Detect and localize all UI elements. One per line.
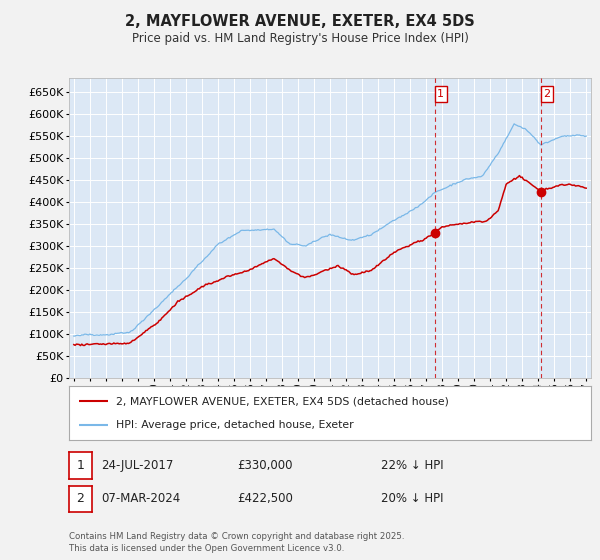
Text: £422,500: £422,500 (237, 492, 293, 506)
Text: 20% ↓ HPI: 20% ↓ HPI (381, 492, 443, 506)
Text: Price paid vs. HM Land Registry's House Price Index (HPI): Price paid vs. HM Land Registry's House … (131, 32, 469, 45)
Text: 1: 1 (76, 459, 85, 472)
Text: £330,000: £330,000 (237, 459, 293, 472)
Text: 2: 2 (544, 89, 551, 99)
Text: 2, MAYFLOWER AVENUE, EXETER, EX4 5DS (detached house): 2, MAYFLOWER AVENUE, EXETER, EX4 5DS (de… (116, 396, 449, 407)
Text: 2: 2 (76, 492, 85, 506)
Text: 2, MAYFLOWER AVENUE, EXETER, EX4 5DS: 2, MAYFLOWER AVENUE, EXETER, EX4 5DS (125, 14, 475, 29)
Text: HPI: Average price, detached house, Exeter: HPI: Average price, detached house, Exet… (116, 419, 353, 430)
Text: 07-MAR-2024: 07-MAR-2024 (101, 492, 180, 506)
Text: Contains HM Land Registry data © Crown copyright and database right 2025.
This d: Contains HM Land Registry data © Crown c… (69, 533, 404, 553)
Text: 24-JUL-2017: 24-JUL-2017 (101, 459, 173, 472)
Text: 22% ↓ HPI: 22% ↓ HPI (381, 459, 443, 472)
Text: 1: 1 (437, 89, 444, 99)
